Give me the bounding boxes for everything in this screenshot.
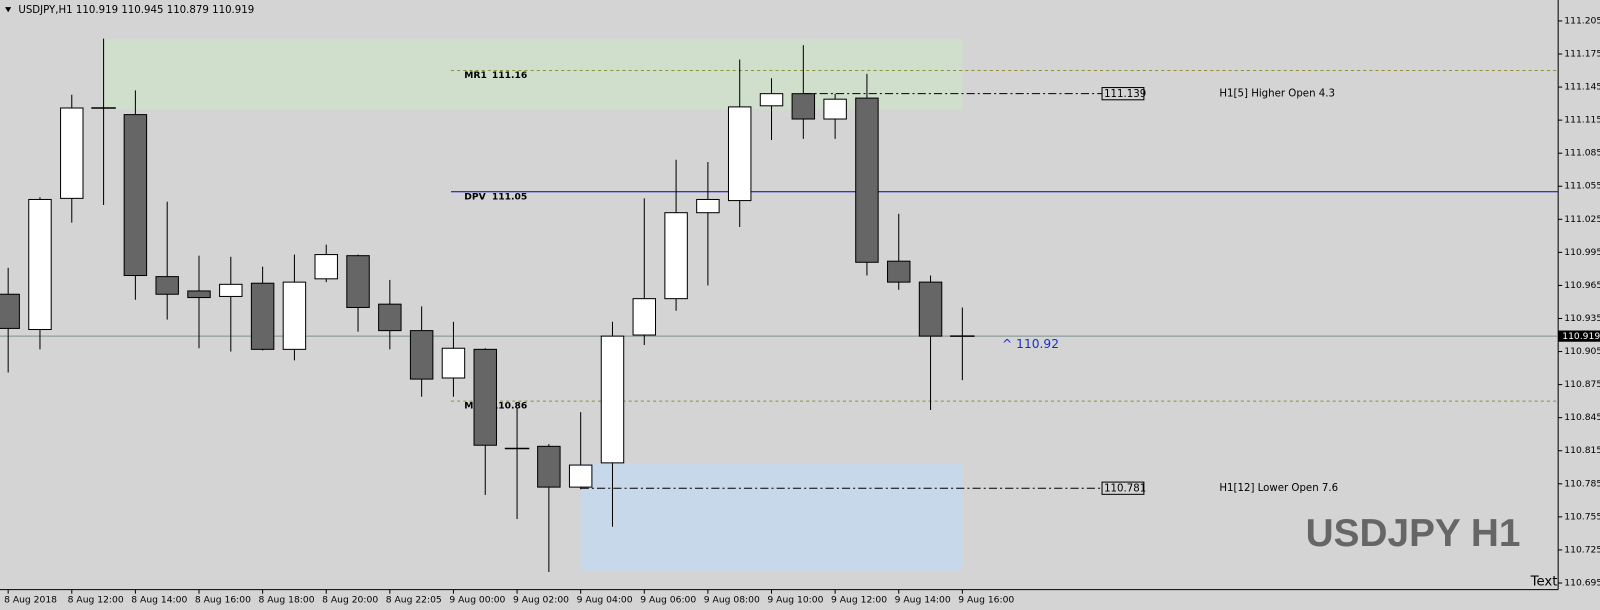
x-tick-label: 9 Aug 06:00	[640, 594, 696, 605]
y-tick-label: 110.995	[1564, 247, 1600, 258]
y-tick-label: 111.145	[1564, 82, 1600, 93]
candle-body	[632, 298, 657, 336]
candle-body	[155, 276, 179, 295]
candle-body	[823, 98, 847, 120]
y-tick-label: 110.905	[1564, 346, 1600, 357]
y-tick-label: 111.175	[1564, 49, 1600, 60]
candle-body	[187, 290, 211, 299]
y-tick-label: 110.725	[1564, 544, 1600, 555]
y-tick-label: 111.055	[1564, 181, 1600, 192]
y-tick-label: 110.695	[1564, 577, 1600, 588]
watermark: USDJPY H1	[1306, 512, 1521, 555]
candle-body	[759, 93, 784, 107]
x-tick-label: 8 Aug 14:00	[131, 594, 187, 605]
x-tick-label: 8 Aug 2018	[4, 594, 57, 605]
pivot-value: 111.05	[492, 191, 527, 202]
pivot-name: MR1	[464, 70, 487, 81]
candle-body	[727, 106, 752, 202]
x-tick-label: 8 Aug 22:05	[386, 594, 442, 605]
header: USDJPY,H1 110.919 110.945 110.879 110.91…	[18, 5, 254, 16]
candle-body	[696, 198, 720, 214]
candle-body	[346, 255, 370, 308]
candle-body	[28, 198, 52, 331]
symbol: USDJPY,H1	[18, 5, 72, 16]
x-tick-label: 9 Aug 02:00	[513, 594, 569, 605]
open-marker-box	[1101, 87, 1145, 101]
corner-text[interactable]: Text	[1530, 574, 1558, 589]
y-tick-label: 111.115	[1564, 115, 1600, 126]
candle-body	[282, 281, 307, 350]
open-marker-value: 111.139	[1104, 89, 1146, 100]
x-tick-label: 8 Aug 12:00	[68, 594, 124, 605]
open-marker-box	[1101, 481, 1145, 495]
candle-body	[537, 445, 561, 488]
candle-body	[219, 283, 243, 297]
zone	[580, 463, 963, 571]
candle-body	[791, 93, 816, 120]
x-tick-label: 9 Aug 00:00	[449, 594, 505, 605]
candle-body	[250, 282, 275, 350]
y-tick-label: 110.785	[1564, 478, 1600, 489]
candle-body	[0, 293, 20, 329]
ohlc-high: 110.945	[121, 5, 163, 16]
open-marker-label: H1[5] Higher Open 4.3	[1219, 89, 1335, 100]
x-tick-label: 8 Aug 20:00	[322, 594, 378, 605]
price-box	[1558, 330, 1600, 342]
candle-body	[60, 107, 84, 199]
x-tick-label: 9 Aug 12:00	[831, 594, 887, 605]
x-tick-label: 9 Aug 14:00	[895, 594, 951, 605]
candle-body	[441, 347, 466, 379]
y-tick-label: 111.085	[1564, 148, 1600, 159]
candle-body	[600, 335, 625, 464]
zone	[103, 38, 963, 110]
y-tick-label: 111.205	[1564, 15, 1600, 26]
candle-body	[664, 212, 688, 300]
y-tick-label: 110.755	[1564, 511, 1600, 522]
y-tick-label: 110.965	[1564, 280, 1600, 291]
x-tick-label: 8 Aug 16:00	[195, 594, 251, 605]
open-marker-value: 110.781	[1104, 484, 1146, 495]
x-tick-label: 9 Aug 16:00	[958, 594, 1014, 605]
zones	[103, 38, 963, 571]
y-tick-label: 110.845	[1564, 412, 1600, 423]
price-box-label: 110.919	[1562, 331, 1600, 342]
candle-body	[887, 260, 911, 283]
ohlc-close: 110.919	[212, 5, 254, 16]
x-tick-label: 9 Aug 04:00	[577, 594, 633, 605]
candle-body	[568, 464, 593, 488]
ohlc-open: 110.919	[76, 5, 118, 16]
price-annotation: ^ 110.92	[1002, 337, 1059, 351]
y-tick-label: 111.025	[1564, 214, 1600, 225]
candle-body	[378, 303, 402, 332]
y-tick-label: 110.875	[1564, 379, 1600, 390]
y-tick-label: 110.815	[1564, 445, 1600, 456]
pivot-value: 111.16	[492, 70, 527, 81]
x-tick-label: 9 Aug 08:00	[704, 594, 760, 605]
candle-body	[918, 281, 943, 337]
y-tick-label: 110.935	[1564, 313, 1600, 324]
candle-body	[314, 254, 338, 280]
open-marker-label: H1[12] Lower Open 7.6	[1219, 483, 1338, 494]
candle-body	[123, 114, 148, 277]
pivot-value: 110.86	[492, 401, 527, 412]
ohlc-low: 110.879	[167, 5, 209, 16]
menu-icon[interactable]	[5, 7, 12, 13]
x-tick-label: 9 Aug 10:00	[767, 594, 823, 605]
candle-body	[409, 330, 434, 380]
candle-body	[473, 348, 497, 446]
pivot-name: DPV	[464, 191, 486, 202]
x-tick-label: 8 Aug 18:00	[259, 594, 315, 605]
candle-body	[855, 97, 879, 263]
